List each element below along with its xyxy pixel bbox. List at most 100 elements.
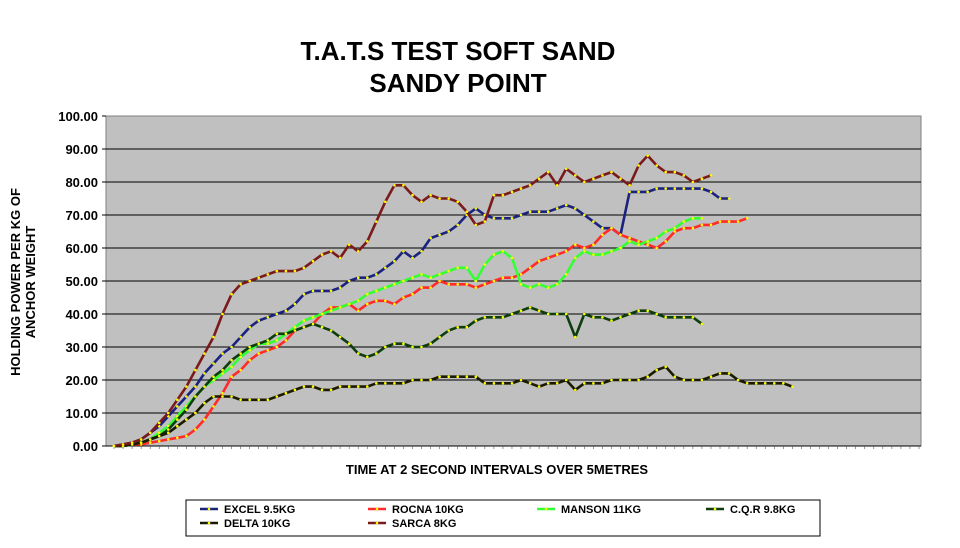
data-point xyxy=(546,286,550,289)
data-point xyxy=(185,434,188,438)
data-point xyxy=(212,335,215,339)
data-point xyxy=(329,388,333,392)
data-point xyxy=(655,312,658,316)
data-point xyxy=(257,398,261,402)
data-point xyxy=(528,306,532,309)
data-point xyxy=(411,276,414,280)
data-point xyxy=(592,253,595,256)
data-point xyxy=(411,256,414,260)
y-axis-label-line-2: ANCHOR WEIGHT xyxy=(23,226,38,339)
data-point xyxy=(519,309,523,313)
y-tick-label: 30.00 xyxy=(65,340,98,355)
data-point xyxy=(275,332,279,336)
data-point xyxy=(429,193,432,197)
legend-box xyxy=(185,499,821,537)
data-point xyxy=(709,190,713,194)
data-point xyxy=(646,240,649,243)
data-point xyxy=(402,279,405,283)
data-point xyxy=(311,289,315,293)
gridlines xyxy=(106,148,921,414)
data-point xyxy=(682,378,686,382)
data-point xyxy=(574,243,577,246)
data-point xyxy=(583,213,586,217)
data-point xyxy=(320,253,324,256)
data-point xyxy=(194,428,197,431)
data-point xyxy=(329,289,333,293)
series-5 xyxy=(112,154,713,448)
data-point xyxy=(248,279,251,283)
data-point xyxy=(157,439,161,443)
data-point xyxy=(718,220,722,223)
data-point xyxy=(293,329,297,332)
legend-marker xyxy=(375,507,379,511)
data-point xyxy=(338,256,342,260)
data-point xyxy=(239,352,242,355)
data-point xyxy=(456,375,460,379)
data-point xyxy=(320,289,324,293)
legend-item: EXCEL 9.5KG xyxy=(200,504,295,516)
data-point xyxy=(185,395,188,398)
data-point xyxy=(537,177,541,180)
data-point xyxy=(176,398,179,402)
data-point xyxy=(393,184,396,187)
data-point xyxy=(673,375,677,379)
data-point xyxy=(347,279,351,283)
data-point xyxy=(537,309,541,313)
data-point xyxy=(338,306,342,309)
data-point xyxy=(583,180,586,184)
data-point xyxy=(420,200,423,204)
data-point xyxy=(474,279,478,283)
data-point xyxy=(185,418,188,421)
data-point xyxy=(447,375,451,379)
data-point xyxy=(203,352,206,355)
data-point xyxy=(601,226,604,230)
data-point xyxy=(356,385,360,388)
data-point xyxy=(664,365,667,369)
data-point xyxy=(628,236,631,240)
data-point xyxy=(691,187,695,190)
data-point xyxy=(637,378,640,382)
data-point xyxy=(637,164,640,167)
data-point xyxy=(664,187,667,190)
data-point xyxy=(727,372,731,375)
legend-label: SARCA 8KG xyxy=(392,518,456,530)
data-point xyxy=(338,335,342,339)
data-point xyxy=(619,316,622,319)
data-point xyxy=(592,316,595,319)
data-point xyxy=(646,243,649,246)
data-point xyxy=(230,365,233,369)
data-point xyxy=(682,187,686,190)
data-point xyxy=(311,322,315,326)
data-point xyxy=(546,170,550,174)
data-point xyxy=(673,226,677,230)
data-point xyxy=(610,319,613,322)
data-point xyxy=(167,428,170,431)
data-point xyxy=(230,375,233,379)
data-point xyxy=(773,382,776,385)
data-point xyxy=(420,345,423,349)
data-point xyxy=(492,279,496,283)
data-point xyxy=(429,276,432,280)
data-point xyxy=(230,292,233,296)
data-point xyxy=(329,309,333,313)
data-point xyxy=(519,187,523,190)
data-point xyxy=(510,256,514,260)
data-point xyxy=(574,335,577,339)
data-point xyxy=(248,325,251,329)
data-point xyxy=(555,283,559,286)
y-tick-label: 50.00 xyxy=(65,274,98,289)
data-point xyxy=(745,382,749,385)
data-point xyxy=(447,329,451,332)
data-point xyxy=(492,193,496,197)
data-point xyxy=(257,342,261,346)
data-point xyxy=(212,362,215,365)
legend-marker xyxy=(207,507,211,511)
data-point xyxy=(537,210,541,213)
data-point xyxy=(429,286,432,289)
data-point xyxy=(691,217,695,220)
data-point xyxy=(555,253,559,256)
data-point xyxy=(791,385,794,388)
data-point xyxy=(311,385,315,388)
data-point xyxy=(709,223,713,227)
data-point xyxy=(483,316,487,319)
